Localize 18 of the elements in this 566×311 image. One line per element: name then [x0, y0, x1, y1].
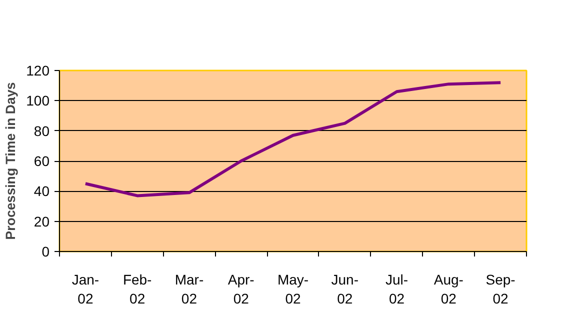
x-tick-label: May-02: [277, 272, 309, 307]
line-series: [84, 81, 502, 198]
x-tick-label: Apr-02: [228, 272, 255, 307]
y-tick-label: 60: [34, 153, 50, 169]
x-tick-label: Mar-02: [174, 272, 204, 307]
x-tick-label: Feb-02: [122, 272, 152, 307]
y-tick-label: 20: [34, 213, 50, 230]
x-tick-label: Jun-02: [331, 272, 359, 307]
y-tick-label: 100: [26, 92, 50, 109]
y-tick-label: 80: [34, 122, 50, 139]
y-tick-label: 0: [42, 244, 50, 260]
y-tick-label: 40: [34, 183, 50, 200]
x-tick-label: Jul-02: [386, 272, 408, 307]
y-axis-title: Processing Time in Days: [3, 82, 18, 240]
x-tick-label: Aug-02: [434, 272, 464, 307]
x-tick-label: Jan-02: [72, 272, 100, 307]
y-tick-label: 120: [26, 62, 50, 78]
x-tick-label: Sep-02: [486, 272, 516, 307]
